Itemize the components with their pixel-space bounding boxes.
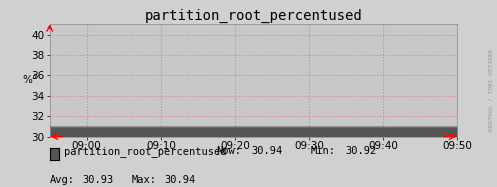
Text: 30.92: 30.92 (345, 146, 377, 156)
Text: 30.94: 30.94 (164, 175, 195, 185)
Title: partition_root_percentused: partition_root_percentused (145, 9, 362, 23)
Text: Min:: Min: (311, 146, 335, 156)
Text: Now:: Now: (216, 146, 241, 156)
Y-axis label: %°: %° (22, 75, 37, 85)
Text: RRDTOOL / TOBI OETIKER: RRDTOOL / TOBI OETIKER (489, 48, 494, 131)
Text: 30.93: 30.93 (82, 175, 113, 185)
Text: Avg:: Avg: (50, 175, 75, 185)
Text: 30.94: 30.94 (251, 146, 282, 156)
Text: partition_root_percentused: partition_root_percentused (64, 146, 226, 157)
Text: Max:: Max: (132, 175, 157, 185)
